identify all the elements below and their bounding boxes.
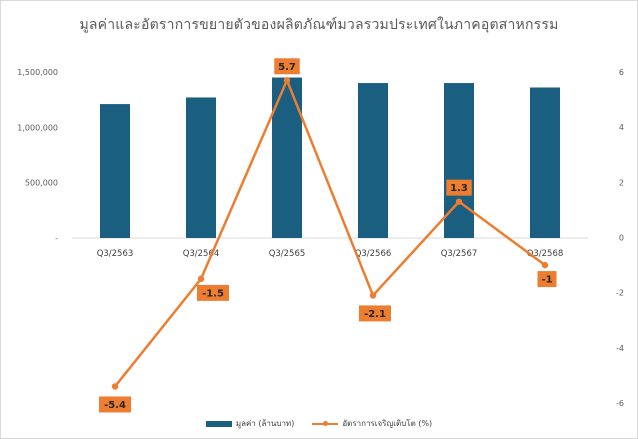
growth-point <box>455 198 463 205</box>
y-left-tick-label: 500,000 <box>25 179 58 188</box>
legend-item-bar: มูลค่า (ล้านบาท) <box>205 417 295 430</box>
data-label: -5.4 <box>104 400 126 411</box>
x-category-label: Q3/2566 <box>355 249 392 259</box>
y-left-tick-label: 1,000,000 <box>17 123 58 132</box>
data-label: -1.5 <box>202 288 224 299</box>
data-label: -1 <box>541 275 552 286</box>
y-left-tick-label: - <box>55 234 58 243</box>
legend-swatch-bar <box>205 420 232 427</box>
data-label: -2.1 <box>364 309 386 320</box>
y-right-tick-label: 0 <box>619 234 624 243</box>
y-left-tick-label: 1,500,000 <box>17 68 58 77</box>
bar-value <box>100 104 130 239</box>
data-label-box <box>197 284 229 301</box>
x-category-label: Q3/2563 <box>97 249 134 259</box>
y-right-tick-label: 2 <box>619 178 624 187</box>
y-right-tick-label: 6 <box>619 68 624 77</box>
x-category-label: Q3/2564 <box>183 249 220 259</box>
y-right-tick-label: -6 <box>616 399 624 408</box>
bar-value <box>530 87 560 238</box>
data-label: 5.7 <box>278 62 296 73</box>
growth-point <box>369 292 377 299</box>
data-label-box <box>99 396 131 413</box>
data-label-box <box>446 179 472 196</box>
legend-item-line: อัตราการเจริญเติบโต (%) <box>312 417 432 430</box>
data-label-box <box>274 58 300 75</box>
y-right-tick-label: 4 <box>619 123 624 132</box>
data-label: 1.3 <box>450 183 468 194</box>
chart-legend: มูลค่า (ล้านบาท) อัตราการเจริญเติบโต (%) <box>0 417 638 430</box>
growth-point <box>541 261 549 269</box>
bar-value <box>358 83 388 238</box>
data-label-box <box>359 305 391 322</box>
legend-swatch-line <box>312 420 339 428</box>
legend-label-bar: มูลค่า (ล้านบาท) <box>235 419 295 428</box>
growth-point <box>283 77 291 84</box>
data-label-box <box>537 271 557 288</box>
legend-label-line: อัตราการเจริญเติบโต (%) <box>342 419 433 428</box>
x-category-label: Q3/2565 <box>269 249 306 259</box>
x-category-label: Q3/2567 <box>441 249 478 259</box>
chart-title: มูลค่าและอัตราการขยายตัวของผลิตภัณฑ์มวลร… <box>79 17 559 33</box>
y-right-tick-label: -4 <box>616 344 624 353</box>
growth-line <box>114 79 546 388</box>
y-right-tick-label: -2 <box>616 289 624 298</box>
bar-value <box>186 97 216 238</box>
growth-point <box>111 383 119 390</box>
x-category-label: Q3/2568 <box>527 249 564 259</box>
growth-point <box>197 275 205 283</box>
